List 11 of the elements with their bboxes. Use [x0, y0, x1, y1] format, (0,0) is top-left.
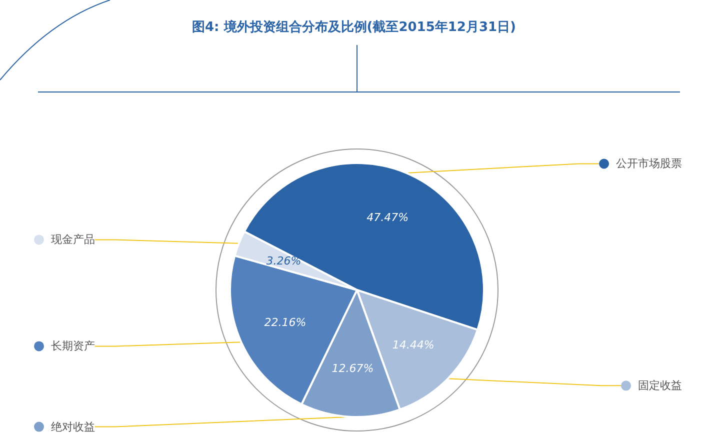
legend-label: 长期资产 — [44, 340, 95, 353]
data-label: 22.16% — [264, 316, 306, 329]
chart-title: 图4: 境外投资组合分布及比例(截至2015年12月31日) — [192, 19, 516, 35]
data-label: 47.47% — [366, 210, 409, 224]
legend-label: 现金产品 — [44, 233, 95, 246]
data-label: 14.44% — [392, 338, 434, 352]
legend-label: 公开市场股票 — [609, 157, 682, 170]
legend-label: 绝对收益 — [44, 420, 95, 434]
data-label: 3.26% — [266, 254, 302, 268]
legend-label: 固定收益 — [631, 379, 682, 392]
data-label: 12.67% — [332, 362, 374, 376]
